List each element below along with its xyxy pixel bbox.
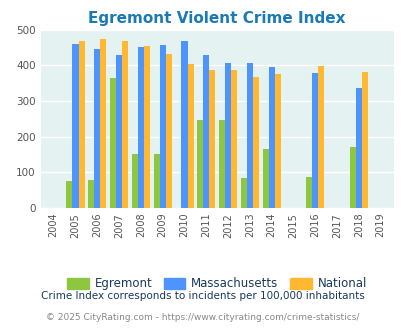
Bar (230, 70, 237, 208)
Bar (262, 149, 268, 208)
Bar (66, 181, 72, 208)
Bar (197, 119, 203, 208)
Bar (181, 42, 187, 208)
Title: Egremont Violent Crime Index: Egremont Violent Crime Index (88, 11, 345, 26)
Bar (122, 42, 128, 208)
Text: © 2025 CityRating.com - https://www.cityrating.com/crime-statistics/: © 2025 CityRating.com - https://www.city… (46, 313, 359, 322)
Bar (209, 70, 215, 208)
Bar (138, 47, 144, 208)
Bar (144, 46, 150, 208)
Bar (318, 66, 324, 208)
Bar (311, 73, 318, 208)
Bar (268, 67, 274, 208)
Bar (88, 180, 94, 208)
Bar (355, 88, 361, 208)
Bar (218, 119, 224, 208)
Bar (305, 177, 311, 208)
Bar (240, 178, 246, 208)
Bar (165, 54, 171, 208)
Bar (203, 55, 209, 208)
Bar (94, 49, 100, 208)
Bar (110, 78, 116, 208)
Bar (274, 74, 280, 208)
Bar (131, 154, 138, 208)
Text: Crime Index corresponds to incidents per 100,000 inhabitants: Crime Index corresponds to incidents per… (41, 291, 364, 301)
Bar (224, 63, 230, 208)
Bar (72, 44, 78, 208)
Bar (159, 45, 165, 208)
Bar (187, 64, 193, 208)
Bar (100, 39, 106, 208)
Bar (78, 41, 84, 208)
Bar (252, 77, 258, 208)
Legend: Egremont, Massachusetts, National: Egremont, Massachusetts, National (63, 273, 371, 295)
Bar (349, 147, 355, 208)
Bar (153, 154, 159, 208)
Bar (361, 72, 367, 208)
Bar (116, 55, 122, 208)
Bar (246, 63, 252, 208)
